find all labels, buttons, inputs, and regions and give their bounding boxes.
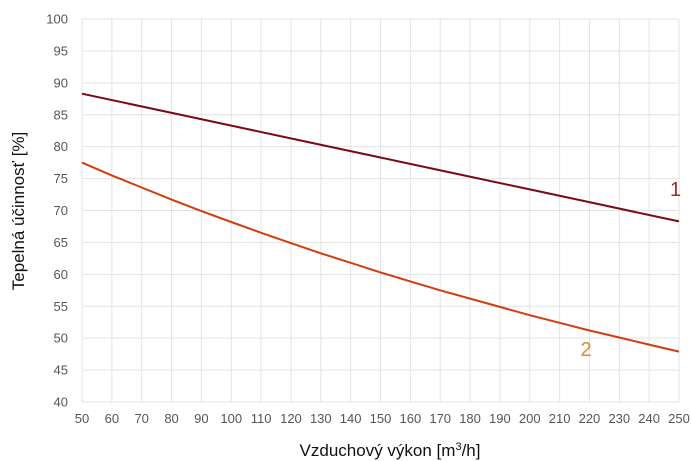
x-tick-label: 110 bbox=[251, 411, 272, 426]
series-label-1: 1 bbox=[670, 179, 681, 201]
y-tick-label: 45 bbox=[54, 363, 68, 378]
x-tick-label: 240 bbox=[638, 411, 660, 426]
x-tick-label: 100 bbox=[220, 411, 242, 426]
y-tick-label: 70 bbox=[54, 203, 68, 218]
y-tick-label: 60 bbox=[54, 267, 68, 282]
x-tick-label: 90 bbox=[194, 411, 208, 426]
x-tick-label: 80 bbox=[164, 411, 178, 426]
y-tick-label: 90 bbox=[54, 75, 68, 90]
y-axis-title: Tepelná účinnosť [%] bbox=[9, 132, 28, 291]
x-tick-label: 120 bbox=[280, 411, 302, 426]
x-tick-label: 140 bbox=[340, 411, 362, 426]
y-tick-label: 80 bbox=[54, 139, 68, 154]
y-tick-label: 100 bbox=[46, 12, 68, 27]
x-tick-label: 130 bbox=[310, 411, 332, 426]
y-tick-label: 95 bbox=[54, 43, 68, 58]
x-tick-label: 190 bbox=[489, 411, 511, 426]
x-tick-label: 170 bbox=[429, 411, 451, 426]
x-tick-label: 70 bbox=[134, 411, 148, 426]
series-lines bbox=[81, 92, 680, 353]
series-line-1 bbox=[81, 92, 680, 223]
x-tick-label: 60 bbox=[105, 411, 119, 426]
x-tick-label: 250 bbox=[668, 411, 690, 426]
x-tick-label: 150 bbox=[370, 411, 392, 426]
y-tick-label: 55 bbox=[54, 299, 68, 314]
x-tick-label: 50 bbox=[75, 411, 89, 426]
y-tick-label: 40 bbox=[54, 395, 68, 410]
x-tick-label: 200 bbox=[519, 411, 541, 426]
y-axis-ticks: 40 45 50 55 60 65 70 75 80 85 90 95 100 bbox=[46, 12, 68, 410]
y-tick-label: 85 bbox=[54, 107, 68, 122]
grid bbox=[81, 18, 680, 403]
x-tick-label: 220 bbox=[579, 411, 601, 426]
x-axis-title: Vzduchový výkon [m3/h] bbox=[300, 441, 481, 460]
x-tick-label: 230 bbox=[608, 411, 630, 426]
y-tick-label: 65 bbox=[54, 235, 68, 250]
x-tick-label: 160 bbox=[399, 411, 421, 426]
x-tick-label: 180 bbox=[459, 411, 481, 426]
series-labels: 12 bbox=[580, 179, 681, 361]
series-label-2: 2 bbox=[580, 339, 591, 361]
y-tick-label: 75 bbox=[54, 171, 68, 186]
x-tick-label: 210 bbox=[549, 411, 571, 426]
series-line-2 bbox=[81, 161, 680, 353]
y-tick-label: 50 bbox=[54, 331, 68, 346]
x-axis-ticks: 50 60 70 80 90 100 110 120 130 140 150 160 170 180 190… bbox=[75, 411, 690, 426]
